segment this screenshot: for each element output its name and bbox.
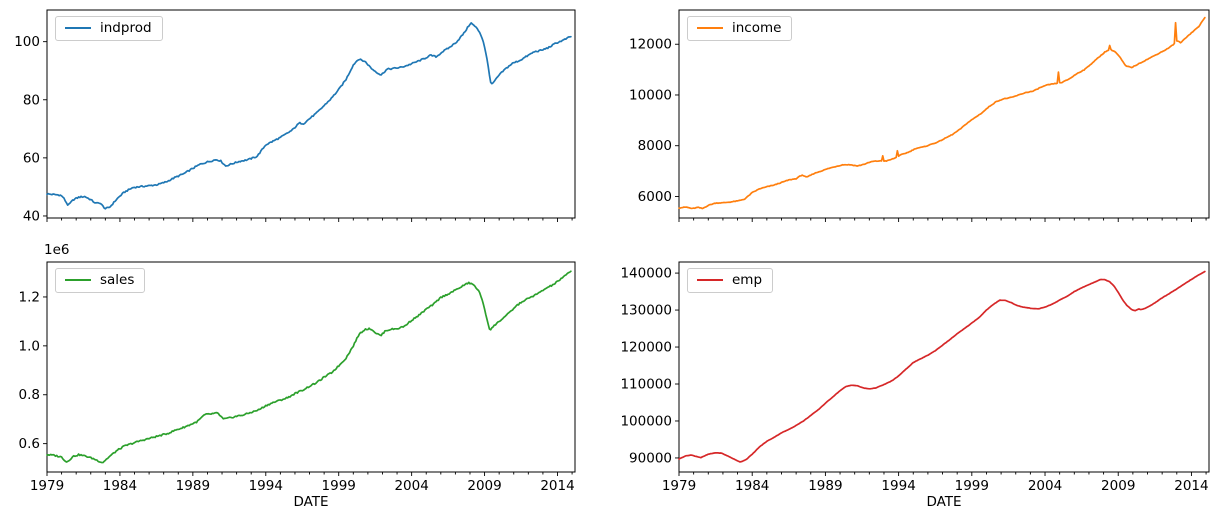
svg-text:2014: 2014	[1174, 478, 1208, 494]
svg-text:1999: 1999	[955, 478, 989, 494]
svg-text:10000: 10000	[629, 87, 672, 103]
legend-indprod: indprod	[55, 16, 163, 41]
svg-text:110000: 110000	[620, 377, 672, 393]
svg-text:2004: 2004	[394, 478, 428, 494]
legend-line-emp	[697, 279, 723, 282]
legend-label-emp: emp	[732, 272, 763, 288]
svg-text:1989: 1989	[176, 478, 210, 494]
svg-text:2009: 2009	[1101, 478, 1135, 494]
svg-text:1994: 1994	[249, 478, 283, 494]
svg-text:1989: 1989	[808, 478, 842, 494]
legend-income: income	[687, 16, 793, 41]
svg-text:40: 40	[23, 208, 40, 224]
svg-text:60: 60	[23, 150, 40, 166]
svg-text:1.2: 1.2	[19, 289, 40, 305]
svg-text:2009: 2009	[467, 478, 501, 494]
svg-text:8000: 8000	[638, 138, 672, 154]
svg-text:1.0: 1.0	[19, 338, 40, 354]
svg-text:1994: 1994	[881, 478, 915, 494]
svg-text:2014: 2014	[540, 478, 574, 494]
legend-label-indprod: indprod	[100, 20, 152, 36]
legend-line-sales	[65, 279, 91, 282]
svg-text:100000: 100000	[620, 413, 672, 429]
svg-text:12000: 12000	[629, 37, 672, 53]
legend-label-sales: sales	[100, 272, 135, 288]
svg-text:80: 80	[23, 92, 40, 108]
legend-line-indprod	[65, 27, 91, 30]
svg-text:1984: 1984	[103, 478, 137, 494]
svg-text:1979: 1979	[662, 478, 696, 494]
legend-label-income: income	[732, 20, 782, 36]
y-axis-offset-label: 1e6	[44, 242, 70, 258]
svg-text:1984: 1984	[735, 478, 769, 494]
svg-text:120000: 120000	[620, 340, 672, 356]
legend-sales: sales	[55, 268, 146, 293]
svg-text:0.8: 0.8	[19, 387, 40, 403]
svg-text:2004: 2004	[1028, 478, 1062, 494]
svg-text:140000: 140000	[620, 266, 672, 282]
legend-emp: emp	[687, 268, 774, 293]
svg-text:1999: 1999	[322, 478, 356, 494]
x-axis-label-emp: DATE	[926, 494, 962, 510]
svg-text:1979: 1979	[30, 478, 64, 494]
svg-text:6000: 6000	[638, 189, 672, 205]
legend-line-income	[697, 27, 723, 30]
svg-text:100: 100	[14, 34, 40, 50]
x-axis-label-sales: DATE	[293, 494, 329, 510]
svg-text:90000: 90000	[629, 450, 672, 466]
svg-text:130000: 130000	[620, 303, 672, 319]
svg-text:0.6: 0.6	[19, 436, 40, 452]
